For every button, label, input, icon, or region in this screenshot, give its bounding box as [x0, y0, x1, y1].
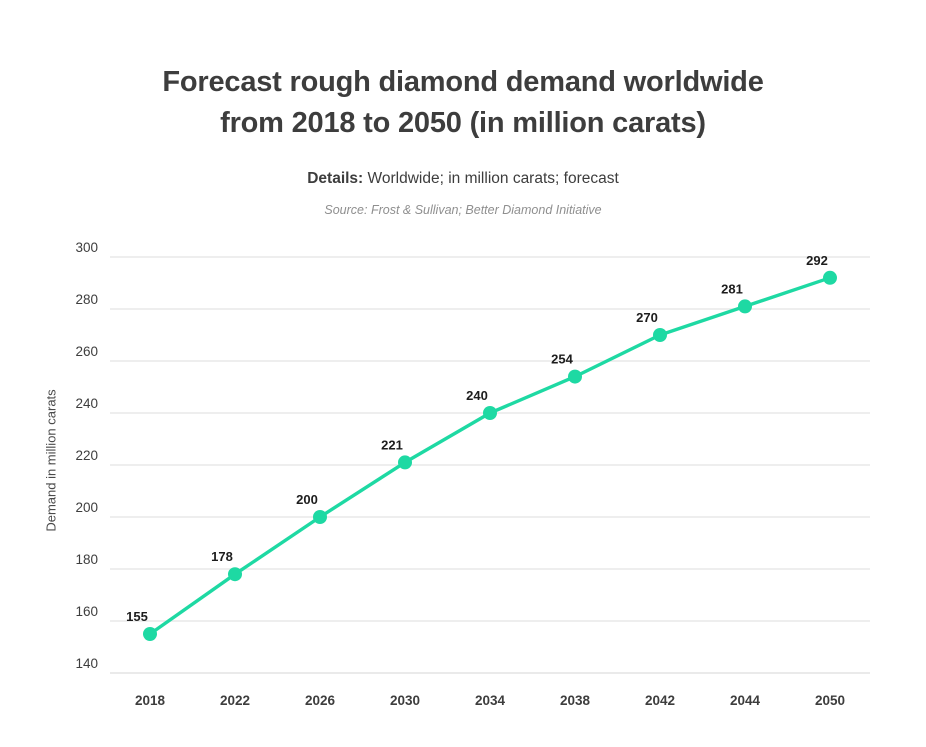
details-label: Details:: [307, 170, 364, 188]
data-point-marker[interactable]: [568, 369, 582, 384]
y-tick-label: 200: [75, 500, 98, 515]
chart-source: Source: Frost & Sullivan; Better Diamond…: [324, 203, 602, 218]
line-chart-svg: 300 280 260 240 220 200 180 160 140 155 2018 178 202…: [75, 240, 870, 708]
data-point-label: 155: [126, 609, 148, 624]
y-tick-label: 240: [75, 396, 98, 411]
y-tick-label: 160: [75, 604, 98, 619]
x-tick-label: 2018: [135, 693, 166, 708]
x-tick-label: 2022: [220, 693, 250, 708]
x-tick-label: 2044: [730, 693, 761, 708]
data-point-marker[interactable]: [483, 406, 497, 420]
series-line: [148, 276, 832, 636]
data-point-marker[interactable]: [143, 627, 157, 641]
data-point-label: 254: [551, 352, 573, 367]
chart-subtitle: Details: Worldwide; in million carats; f…: [0, 170, 926, 188]
chart-title-line-2: from 2018 to 2050 (in million carats): [220, 107, 706, 140]
y-tick-label: 280: [75, 292, 98, 307]
y-tick-label: 140: [75, 656, 98, 671]
y-tick-label: 260: [75, 344, 98, 359]
data-point-label: 270: [636, 310, 658, 325]
x-tick-label: 2026: [305, 693, 336, 708]
data-point-marker[interactable]: [653, 328, 667, 342]
x-tick-label: 2034: [475, 693, 506, 708]
data-point-label: 292: [806, 253, 828, 268]
data-point-marker[interactable]: [823, 270, 837, 285]
x-tick-label: 2038: [560, 693, 591, 708]
data-point-label: 200: [296, 492, 318, 507]
data-point-marker[interactable]: [398, 455, 412, 470]
data-point-label: 281: [721, 281, 743, 296]
page-title: Forecast rough diamond demand worldwide …: [83, 62, 843, 144]
plot-area: 300 280 260 240 220 200 180 160 140 155 2018 178 202…: [0, 240, 926, 747]
y-tick-label: 300: [75, 240, 98, 255]
y-tick-label: 220: [75, 448, 98, 463]
y-tick-label: 180: [75, 552, 98, 567]
data-point-marker[interactable]: [738, 299, 752, 314]
x-tick-label: 2030: [390, 693, 420, 708]
data-point-marker[interactable]: [313, 510, 327, 524]
x-tick-label: 2042: [645, 693, 675, 708]
data-point-marker[interactable]: [228, 567, 242, 582]
data-point-label: 221: [381, 437, 403, 452]
details-text: Worldwide; in million carats; forecast: [363, 170, 619, 188]
data-point-label: 178: [211, 549, 233, 564]
data-point-label: 240: [466, 388, 488, 403]
chart-header: Forecast rough diamond demand worldwide …: [0, 0, 926, 217]
chart-title-line-1: Forecast rough diamond demand worldwide: [162, 66, 764, 98]
x-tick-label: 2050: [815, 693, 845, 708]
